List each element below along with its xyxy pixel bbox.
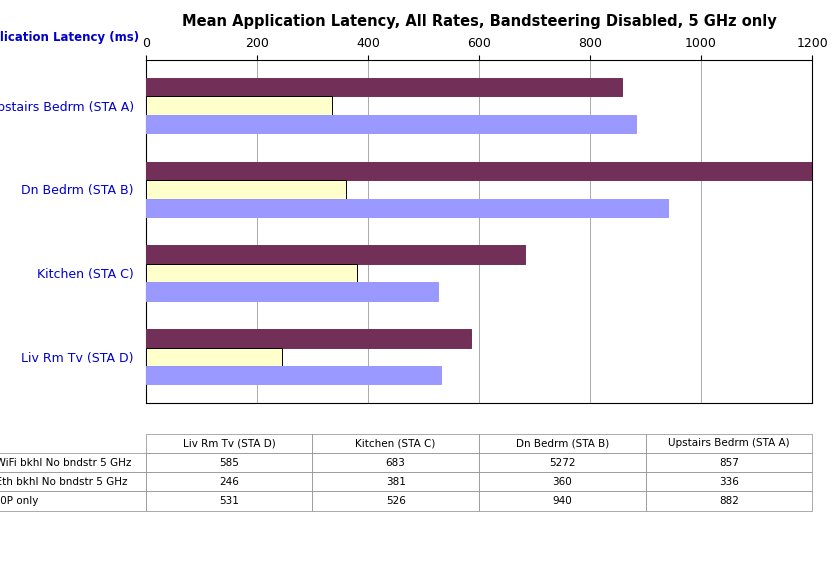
Bar (146, 180, 346, 198)
Bar (146, 115, 636, 133)
Bar (146, 348, 282, 366)
Bar (146, 264, 357, 282)
Bar (146, 329, 471, 348)
Bar (146, 78, 621, 96)
Bar (146, 198, 668, 217)
Text: Application Latency (ms): Application Latency (ms) (0, 31, 139, 44)
Title: Mean Application Latency, All Rates, Bandsteering Disabled, 5 GHz only: Mean Application Latency, All Rates, Ban… (182, 14, 776, 29)
Bar (146, 162, 833, 180)
Bar (146, 96, 332, 115)
Bar (146, 246, 525, 264)
Bar (146, 366, 441, 384)
Bar (146, 282, 438, 301)
